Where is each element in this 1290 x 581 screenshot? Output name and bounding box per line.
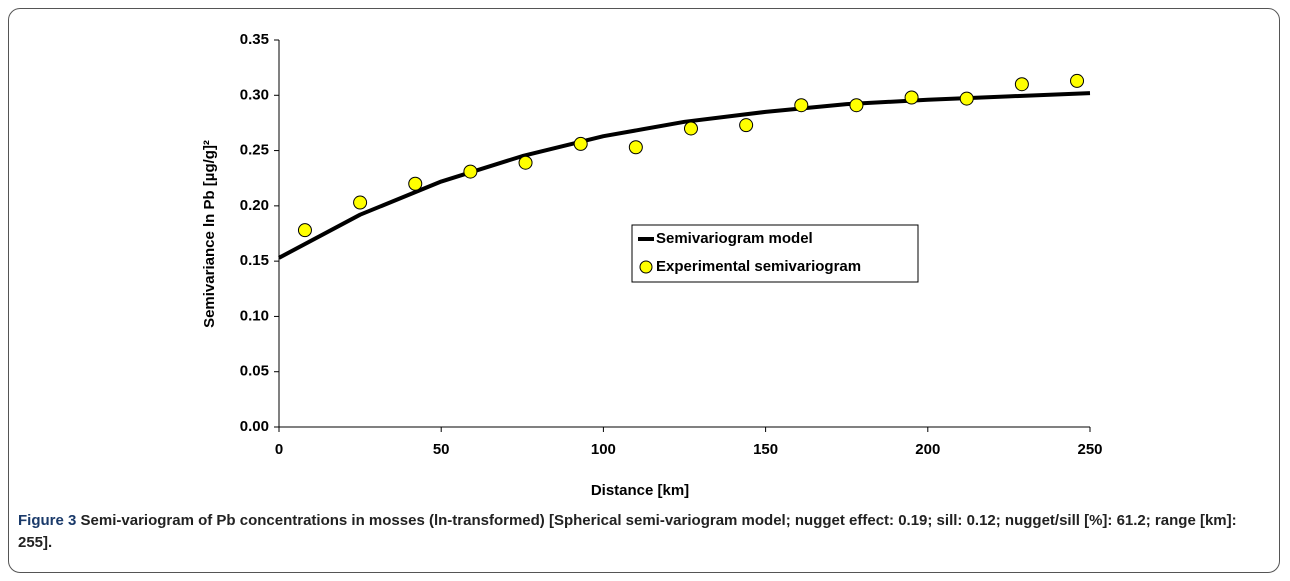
y-tick-label: 0.20 [240, 197, 269, 214]
data-point [1070, 73, 1085, 88]
data-point [518, 155, 533, 170]
legend-marker [639, 260, 653, 274]
y-tick-label: 0.10 [240, 307, 269, 324]
legend-label: Experimental semivariogram [656, 258, 861, 275]
x-tick-label: 200 [915, 441, 940, 458]
data-point [849, 98, 864, 113]
data-point [573, 136, 588, 151]
y-tick-label: 0.00 [240, 418, 269, 435]
y-axis-title: Semivariance ln Pb [µg/g]² [201, 140, 218, 328]
data-point [794, 98, 809, 113]
x-tick-label: 250 [1077, 441, 1102, 458]
legend-box [631, 224, 919, 283]
x-tick-label: 150 [753, 441, 778, 458]
y-tick-label: 0.15 [240, 252, 269, 269]
legend: Semivariogram model Experimental semivari… [631, 224, 919, 283]
legend-label: Semivariogram model [656, 230, 813, 247]
caption-text: Semi-variogram of Pb concentrations in m… [18, 512, 1237, 551]
y-tick-label: 0.25 [240, 142, 269, 159]
y-tick-label: 0.30 [240, 86, 269, 103]
x-tick-label: 100 [591, 441, 616, 458]
data-point [353, 195, 368, 210]
data-point [739, 118, 754, 133]
data-point [408, 176, 423, 191]
chart: Distance [km] Semivariance ln Pb [µg/g]²… [201, 31, 1103, 499]
model-line [278, 91, 1091, 260]
caption: Figure 3 Semi-variogram of Pb concentrat… [18, 510, 1268, 554]
x-tick-label: 50 [433, 441, 450, 458]
data-point [904, 90, 919, 105]
data-point [297, 223, 312, 238]
data-point [683, 121, 698, 136]
data-point [628, 140, 643, 155]
x-tick-label: 0 [275, 441, 283, 458]
data-point [463, 164, 478, 179]
data-point [1014, 77, 1029, 92]
caption-label: Figure 3 [18, 512, 77, 529]
figure-frame [8, 8, 1280, 573]
y-tick-label: 0.35 [240, 31, 269, 48]
y-tick-label: 0.05 [240, 363, 269, 380]
data-point [959, 91, 974, 106]
x-axis-title: Distance [km] [591, 482, 689, 499]
